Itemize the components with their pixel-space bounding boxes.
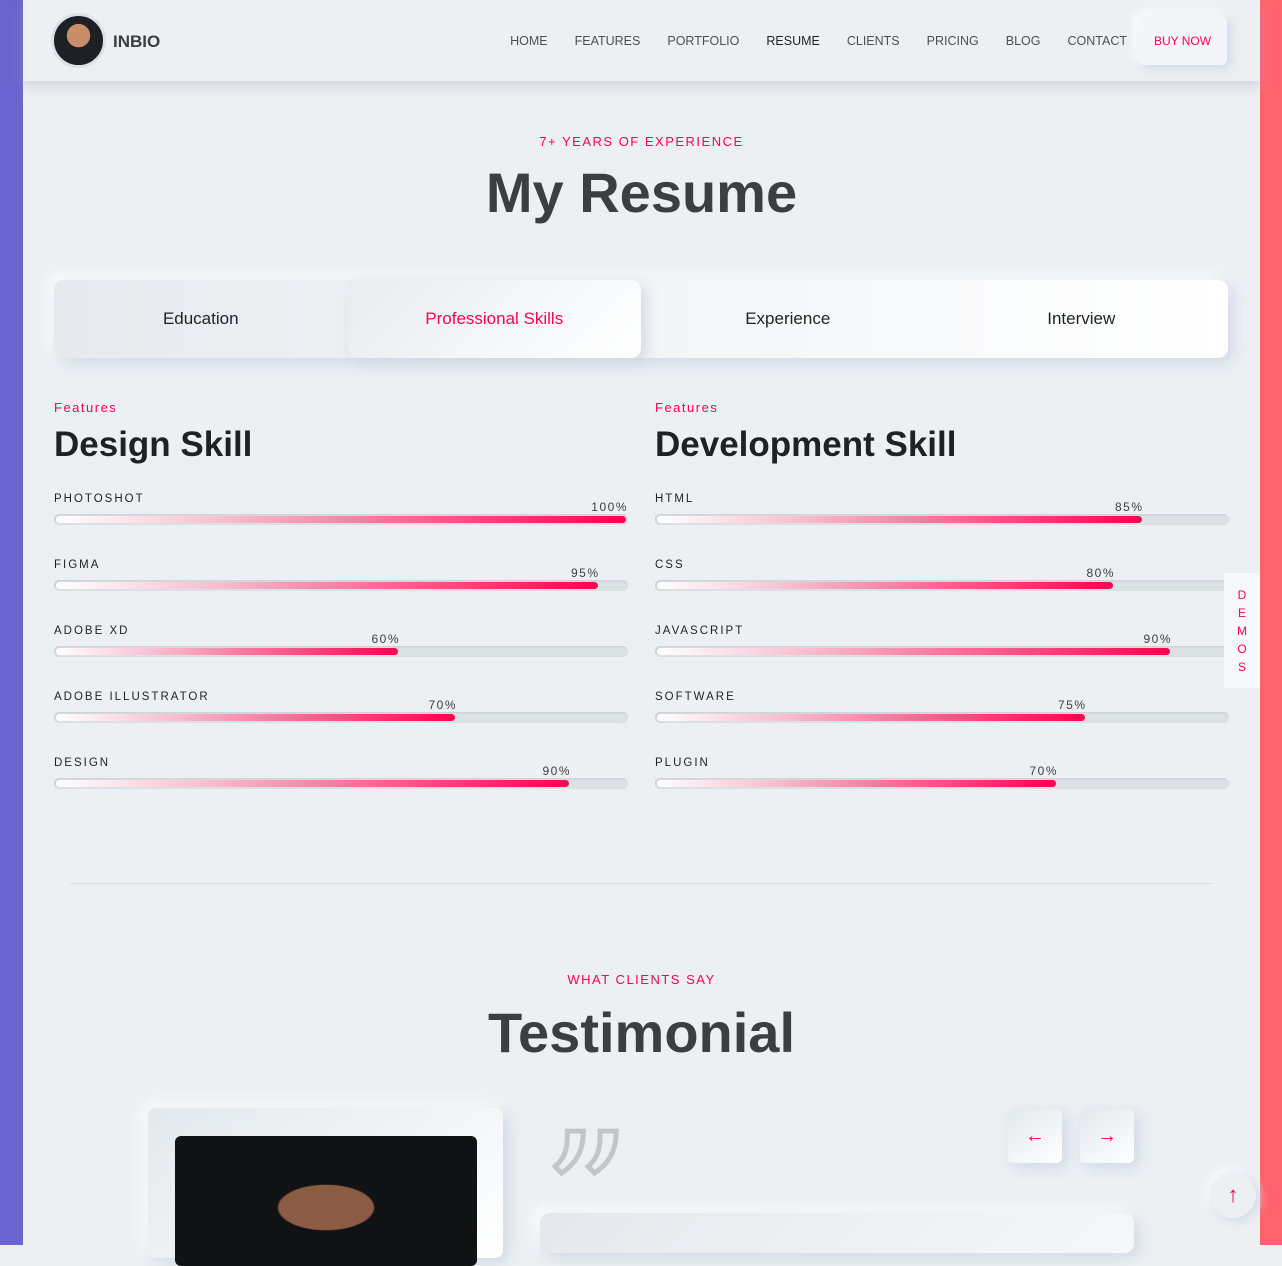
avatar[interactable] bbox=[51, 13, 106, 68]
tab-education[interactable]: Education bbox=[162, 309, 239, 328]
buy-now-button[interactable]: BUY NOW bbox=[1138, 16, 1227, 65]
development-title: Development Skill bbox=[655, 425, 957, 464]
demos-letter: O bbox=[1237, 641, 1247, 656]
skill-progress-bar bbox=[655, 778, 1229, 789]
skill-progress-fill bbox=[657, 648, 1170, 655]
skill-progress-fill bbox=[56, 714, 455, 721]
skill-progress-bar bbox=[655, 646, 1229, 657]
skill-percent: 60% bbox=[371, 632, 400, 646]
skill-progress-fill bbox=[657, 714, 1085, 721]
skill-progress-bar bbox=[54, 778, 628, 789]
skill-progress-fill bbox=[56, 648, 398, 655]
nav-portfolio[interactable]: PORTFOLIO bbox=[667, 34, 740, 48]
skill-row: CSS 80% bbox=[655, 559, 1229, 625]
right-accent-strip bbox=[1260, 0, 1282, 1245]
skill-percent: 95% bbox=[570, 566, 600, 580]
skill-percent: 70% bbox=[428, 698, 457, 712]
quote-icon: ” bbox=[543, 1112, 630, 1207]
brand-name[interactable]: INBIO bbox=[113, 32, 161, 51]
demos-button[interactable]: D E M O S bbox=[1224, 573, 1260, 688]
skill-progress-bar bbox=[655, 514, 1229, 525]
skill-name: ADOBE XD bbox=[54, 625, 130, 637]
nav-features[interactable]: FEATURES bbox=[574, 34, 641, 48]
skill-row: ADOBE XD 60% bbox=[54, 625, 628, 691]
skill-name: CSS bbox=[655, 559, 685, 571]
skill-name: PHOTOSHOT bbox=[54, 493, 145, 505]
skill-row: HTML 85% bbox=[655, 493, 1229, 559]
next-testimonial-button[interactable]: → bbox=[1080, 1109, 1134, 1163]
testimonial-kicker: WHAT CLIENTS SAY bbox=[567, 972, 716, 987]
skill-progress-fill bbox=[56, 582, 598, 589]
skill-progress-bar bbox=[54, 646, 628, 657]
main-nav: HOME FEATURES PORTFOLIO RESUME CLIENTS P… bbox=[510, 34, 1127, 48]
skill-percent: 90% bbox=[1143, 632, 1172, 646]
skill-row: ADOBE ILLUSTRATOR 70% bbox=[54, 691, 628, 757]
prev-testimonial-button[interactable]: ← bbox=[1008, 1109, 1062, 1163]
development-kicker: Features bbox=[655, 400, 719, 415]
skill-progress-bar bbox=[54, 580, 628, 591]
skill-name: ADOBE ILLUSTRATOR bbox=[54, 691, 210, 703]
scroll-to-top-button[interactable]: ↑ bbox=[1210, 1172, 1256, 1218]
header: INBIO HOME FEATURES PORTFOLIO RESUME CLI… bbox=[23, 0, 1260, 81]
section-divider bbox=[70, 883, 1213, 884]
skill-progress-fill bbox=[657, 780, 1056, 787]
skill-row: JAVASCRIPT 90% bbox=[655, 625, 1229, 691]
skill-progress-bar bbox=[54, 712, 628, 723]
demos-letter: D bbox=[1237, 587, 1247, 602]
tab-experience[interactable]: Experience bbox=[745, 309, 831, 328]
skill-percent: 100% bbox=[591, 500, 628, 514]
testimonial-title: Testimonial bbox=[487, 1001, 795, 1064]
skill-progress-fill bbox=[657, 582, 1113, 589]
design-kicker: Features bbox=[54, 400, 118, 415]
skill-progress-fill bbox=[56, 780, 569, 787]
skill-name: JAVASCRIPT bbox=[655, 625, 745, 637]
skill-progress-bar bbox=[655, 580, 1229, 591]
nav-resume[interactable]: RESUME bbox=[766, 34, 820, 48]
nav-blog[interactable]: BLOG bbox=[1005, 34, 1041, 48]
skill-percent: 90% bbox=[542, 764, 571, 778]
skill-progress-bar bbox=[655, 712, 1229, 723]
nav-clients[interactable]: CLIENTS bbox=[846, 34, 900, 48]
skill-row: DESIGN 90% bbox=[54, 757, 628, 823]
skill-row: FIGMA 95% bbox=[54, 559, 628, 625]
skill-row: PLUGIN 70% bbox=[655, 757, 1229, 823]
tab-interview[interactable]: Interview bbox=[1047, 309, 1116, 328]
development-skill-column: Features Development Skill HTML 85% CSS … bbox=[655, 400, 1229, 823]
skill-percent: 80% bbox=[1086, 566, 1115, 580]
demos-letter: S bbox=[1237, 659, 1246, 674]
skill-name: SOFTWARE bbox=[655, 691, 736, 703]
resume-kicker: 7+ YEARS OF EXPERIENCE bbox=[539, 134, 744, 149]
arrow-right-icon: → bbox=[1097, 1124, 1117, 1147]
resume-tabs: Education Professional Skills Experience… bbox=[54, 280, 1228, 358]
skill-percent: 75% bbox=[1057, 698, 1087, 712]
resume-title: My Resume bbox=[485, 161, 798, 224]
tab-professional-skills[interactable]: Professional Skills bbox=[347, 280, 641, 358]
nav-contact[interactable]: CONTACT bbox=[1067, 34, 1128, 48]
client-photo bbox=[175, 1136, 477, 1266]
design-skill-column: Features Design Skill PHOTOSHOT 100% FIG… bbox=[54, 400, 628, 823]
skill-row: PHOTOSHOT 100% bbox=[54, 493, 628, 559]
skill-progress-fill bbox=[56, 516, 626, 523]
demos-letter: M bbox=[1237, 623, 1247, 638]
arrow-left-icon: ← bbox=[1025, 1124, 1045, 1147]
skill-name: HTML bbox=[655, 493, 695, 505]
demos-letter: E bbox=[1237, 605, 1246, 620]
skill-row: SOFTWARE 75% bbox=[655, 691, 1229, 757]
nav-home[interactable]: HOME bbox=[510, 34, 548, 48]
skill-name: PLUGIN bbox=[655, 757, 710, 769]
arrow-up-icon: ↑ bbox=[1227, 1182, 1239, 1207]
skill-name: DESIGN bbox=[54, 757, 111, 769]
skill-progress-bar bbox=[54, 514, 628, 525]
skill-name: FIGMA bbox=[54, 559, 101, 571]
testimonial-content-card bbox=[540, 1213, 1134, 1253]
nav-pricing[interactable]: PRICING bbox=[926, 34, 979, 48]
skill-progress-fill bbox=[657, 516, 1142, 523]
skill-percent: 85% bbox=[1114, 500, 1144, 514]
client-photo-card bbox=[148, 1108, 503, 1266]
skill-percent: 70% bbox=[1029, 764, 1058, 778]
design-title: Design Skill bbox=[54, 425, 253, 464]
left-accent-strip bbox=[0, 0, 23, 1245]
